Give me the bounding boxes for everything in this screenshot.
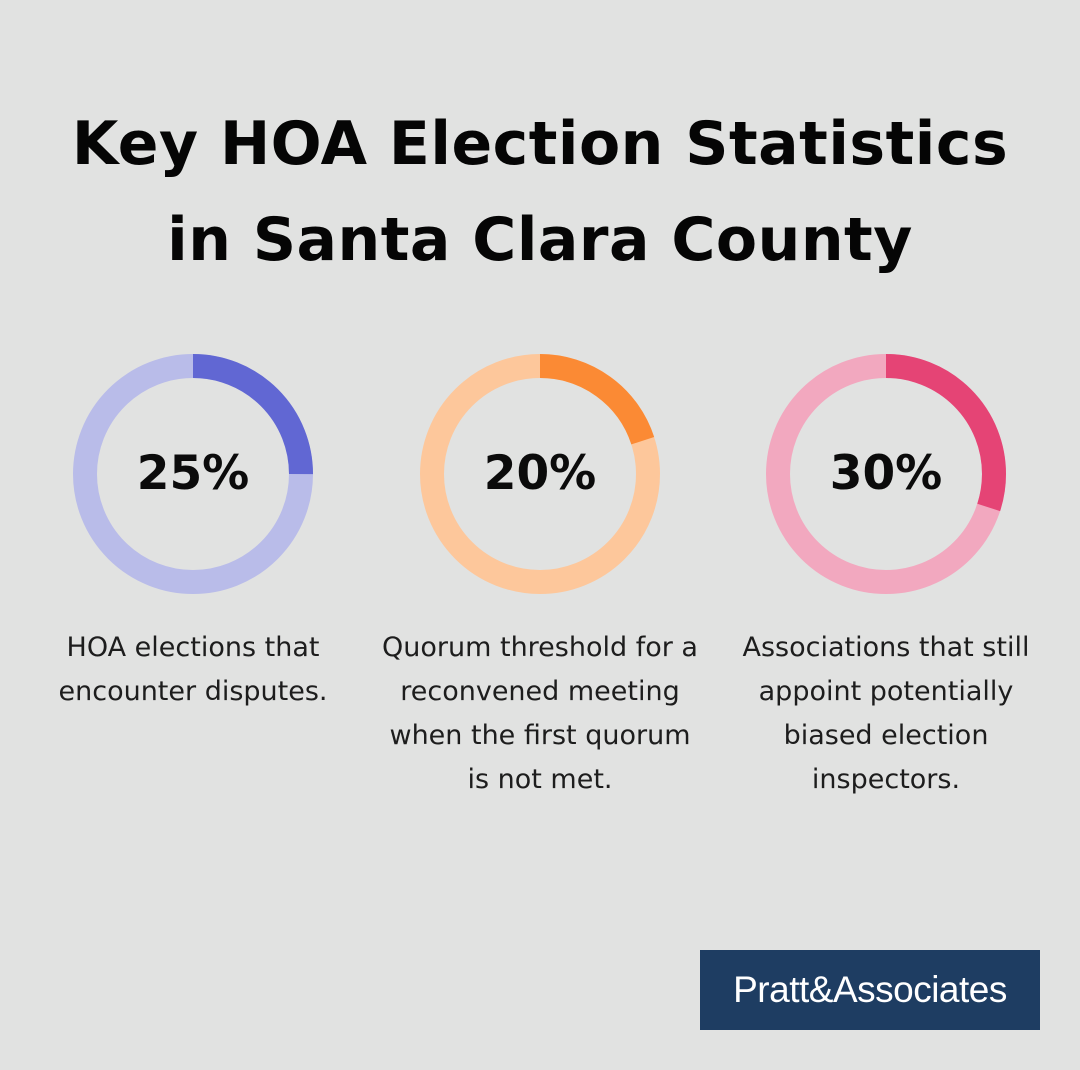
stat-value-inspectors: 30% [829, 446, 943, 501]
donut-svg [766, 354, 1006, 594]
donut-svg [420, 354, 660, 594]
stat-caption-disputes: HOA elections that encounter disputes. [58, 632, 328, 707]
donut-value-arc [420, 354, 660, 594]
donut-chart-inspectors [766, 354, 1006, 594]
donut-chart-quorum [420, 354, 660, 594]
donut-svg [73, 354, 313, 594]
page-title: Key HOA Election Statistics in Santa Cla… [0, 96, 1080, 288]
donut-chart-disputes [73, 354, 313, 594]
title-line-1: Key HOA Election Statistics [71, 109, 1009, 179]
stat-value-quorum: 20% [483, 446, 597, 501]
title-line-2: in Santa Clara County [167, 205, 913, 275]
stat-caption-quorum: Quorum threshold for a reconvened meetin… [382, 632, 698, 795]
pratt-associates-logo: Pratt&Associates [700, 950, 1040, 1030]
stat-caption-inspectors: Associations that still appoint potentia… [742, 632, 1030, 795]
donut-value-arc [766, 354, 1006, 594]
stat-value-disputes: 25% [136, 446, 250, 501]
donut-value-arc [73, 354, 313, 594]
